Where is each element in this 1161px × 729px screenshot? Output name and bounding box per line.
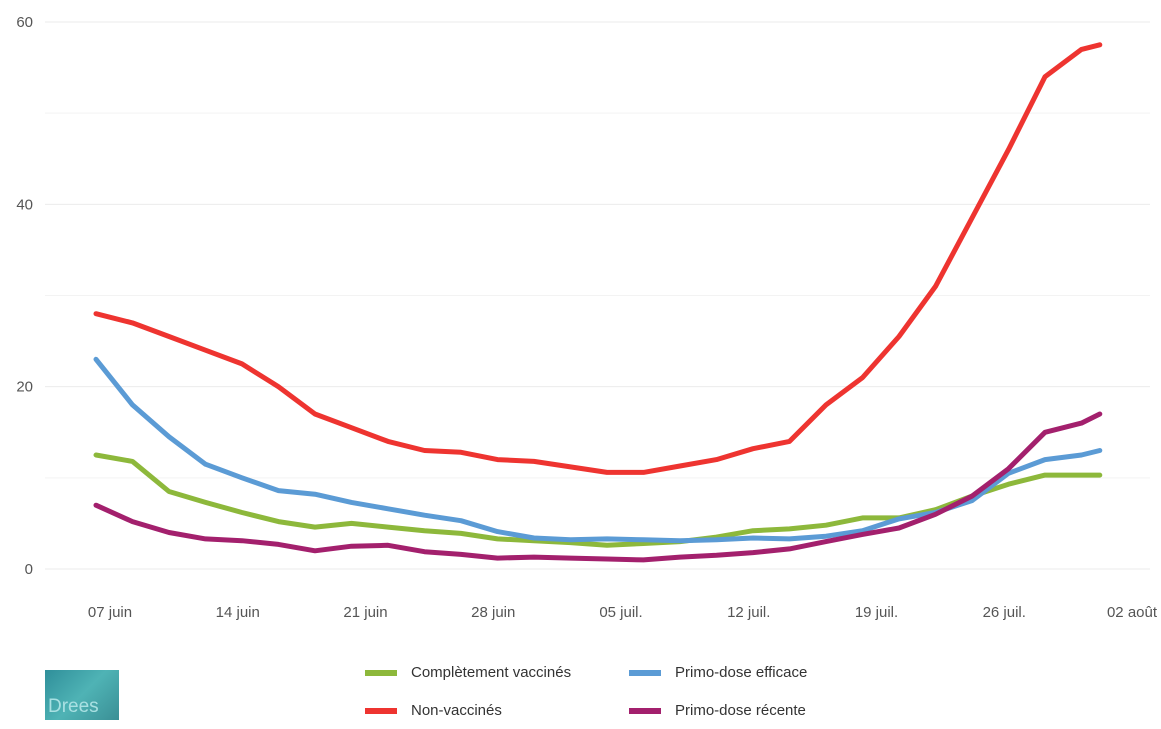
legend-item-non-vaccines: Non-vaccinés [365, 702, 502, 719]
legend-item-primo-dose-recente: Primo-dose récente [629, 702, 806, 719]
legend-label: Non-vaccinés [411, 702, 502, 719]
legend-swatch [365, 707, 397, 714]
series-line-compl-tement-vaccin-s [93, 452, 1103, 548]
x-tick-label: 05 juil. [599, 604, 642, 621]
legend-swatch [365, 669, 397, 676]
x-tick-label: 14 juin [216, 604, 260, 621]
x-axis-ticks: 07 juin 14 juin 21 juin 28 juin 05 juil. 12 j… [88, 604, 1158, 621]
x-tick-label: 26 juil. [983, 604, 1026, 621]
legend-item-primo-dose-efficace: Primo-dose efficace [629, 664, 807, 681]
legend-swatch [629, 669, 661, 676]
y-tick-label: 40 [16, 196, 33, 213]
y-axis-ticks: 0 20 40 60 [16, 14, 33, 578]
x-tick-label: 19 juil. [855, 604, 898, 621]
series-line-primo-dose-r-cente [93, 411, 1103, 563]
x-tick-label: 07 juin [88, 604, 132, 621]
series-line-non-vaccin-s [93, 42, 1103, 475]
legend-item-completement-vaccines: Complètement vaccinés [365, 664, 571, 681]
legend-label: Complètement vaccinés [411, 664, 572, 681]
drees-logo: Drees [45, 670, 119, 720]
y-tick-label: 0 [25, 561, 33, 578]
gridlines [45, 21, 1150, 570]
legend-swatch [629, 707, 661, 714]
x-tick-label: 28 juin [471, 604, 515, 621]
legend: Complètement vaccinés Primo-dose efficac… [365, 664, 885, 724]
line-chart: 0 20 40 60 07 juin 14 juin 21 juin 28 juin 05 j… [16, 14, 1158, 621]
logo-text: Drees [48, 696, 99, 717]
legend-label: Primo-dose récente [675, 702, 806, 719]
x-tick-label: 02 août [1107, 604, 1158, 621]
x-tick-label: 12 juil. [727, 604, 770, 621]
legend-label: Primo-dose efficace [675, 664, 808, 681]
y-tick-label: 60 [16, 14, 33, 31]
series-lines [93, 42, 1103, 563]
x-tick-label: 21 juin [343, 604, 387, 621]
y-tick-label: 20 [16, 379, 33, 396]
